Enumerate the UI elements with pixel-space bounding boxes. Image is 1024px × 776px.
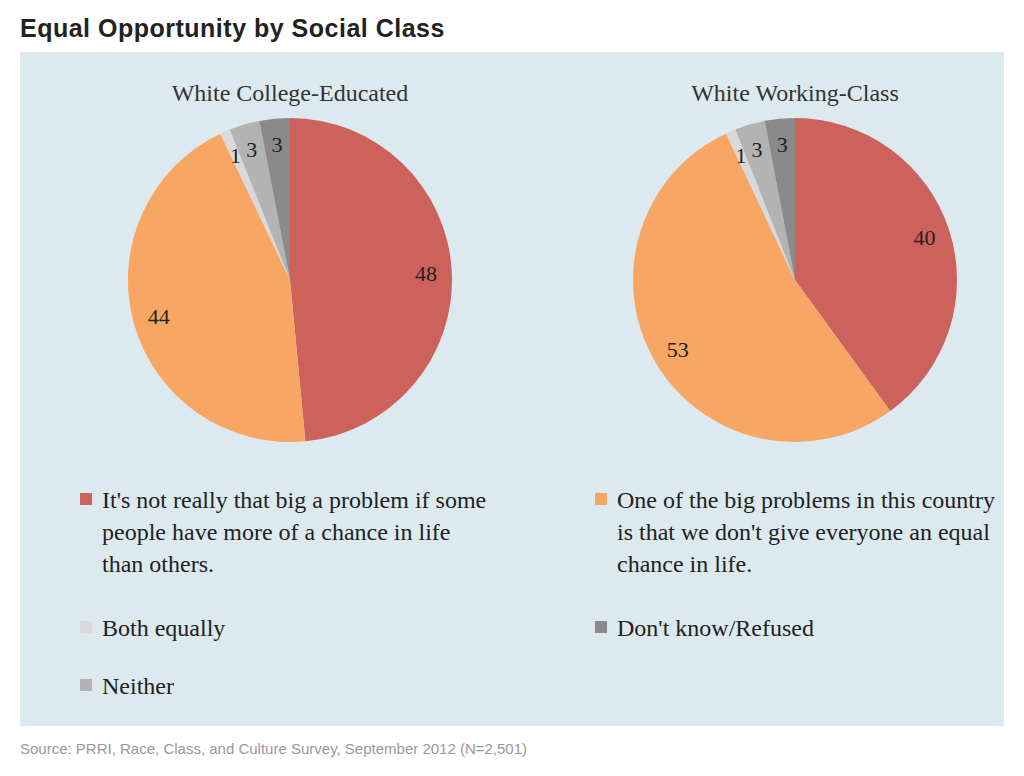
svg-text:40: 40 bbox=[913, 225, 935, 250]
svg-text:53: 53 bbox=[667, 337, 689, 362]
html-text:White Working-Class: White Working-Class bbox=[691, 80, 899, 106]
svg-text:1: 1 bbox=[735, 143, 746, 168]
svg-text:3: 3 bbox=[752, 137, 763, 162]
svg-text:44: 44 bbox=[148, 304, 170, 329]
html-text:Neither: Neither bbox=[102, 673, 174, 699]
html-text:Equal Opportunity by Social Cl: Equal Opportunity by Social Class bbox=[20, 14, 445, 42]
svg-text:3: 3 bbox=[246, 137, 257, 162]
html-text:Both equally: Both equally bbox=[102, 615, 226, 641]
svg-text:1: 1 bbox=[230, 143, 241, 168]
html-text:One of the big problems in thi: One of the big problems in this country … bbox=[617, 487, 995, 577]
html-text:White College-Educated: White College-Educated bbox=[171, 80, 409, 106]
svg-text:3: 3 bbox=[272, 132, 283, 157]
svg-text:3: 3 bbox=[777, 132, 788, 157]
html-text:Don't know/Refused: Don't know/Refused bbox=[617, 615, 814, 641]
html-text:It's not really that big a pro: It's not really that big a problem if so… bbox=[102, 487, 487, 577]
html-text:Source: PRRI, Race, Class, and: Source: PRRI, Race, Class, and Culture S… bbox=[20, 740, 528, 757]
svg-text:48: 48 bbox=[415, 261, 437, 286]
